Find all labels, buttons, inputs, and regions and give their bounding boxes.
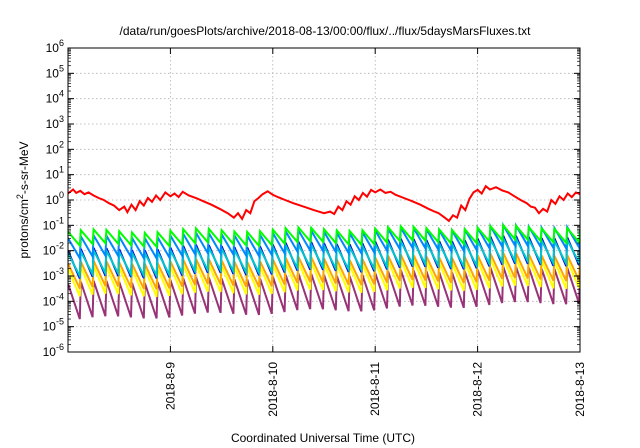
- plot-area: [68, 184, 580, 320]
- x-tick-label: 2018-8-11: [368, 362, 382, 416]
- y-tick-label: 103: [46, 114, 64, 131]
- y-tick-label: 105: [46, 63, 64, 80]
- y-tick-label: 10-6: [43, 342, 64, 359]
- y-tick-label: 104: [46, 89, 64, 106]
- y-tick-label: 10-3: [43, 266, 64, 283]
- y-tick-label: 100: [46, 190, 64, 207]
- y-tick-label: 102: [46, 139, 64, 156]
- x-tick-label: 2018-8-12: [471, 362, 485, 417]
- y-tick-label: 106: [46, 38, 64, 55]
- series-line: [68, 222, 580, 250]
- y-axis-ticks: 10-6 10-5 10-4 10-3 10-2 10-1 100 101 102 103 104 1…: [43, 38, 580, 359]
- y-tick-label: 10-5: [43, 317, 64, 334]
- chart-title: /data/run/goesPlots/archive/2018-08-13/0…: [120, 24, 532, 38]
- y-axis-label-rest: -s-sr-MeV: [17, 141, 31, 194]
- x-tick-label: 2018-8-10: [266, 362, 280, 417]
- y-axis-label: protons/cm2-s-sr-MeV: [15, 141, 31, 258]
- y-tick-label: 10-4: [43, 291, 64, 308]
- x-axis-ticks: 2018-8-9 2018-8-10 2018-8-11 2018-8-12 2018-…: [163, 48, 587, 417]
- y-axis-label-main: protons/cm: [17, 199, 31, 258]
- series-line: [68, 184, 580, 223]
- y-axis-label-superscript: 2: [15, 194, 25, 199]
- y-tick-label: 101: [46, 165, 64, 182]
- x-tick-label: 2018-8-9: [163, 362, 177, 410]
- x-axis-label: Coordinated Universal Time (UTC): [231, 431, 415, 445]
- x-tick-label: 2018-8-13: [573, 362, 587, 417]
- y-tick-label: 10-1: [43, 215, 64, 232]
- y-tick-label: 10-2: [43, 241, 64, 258]
